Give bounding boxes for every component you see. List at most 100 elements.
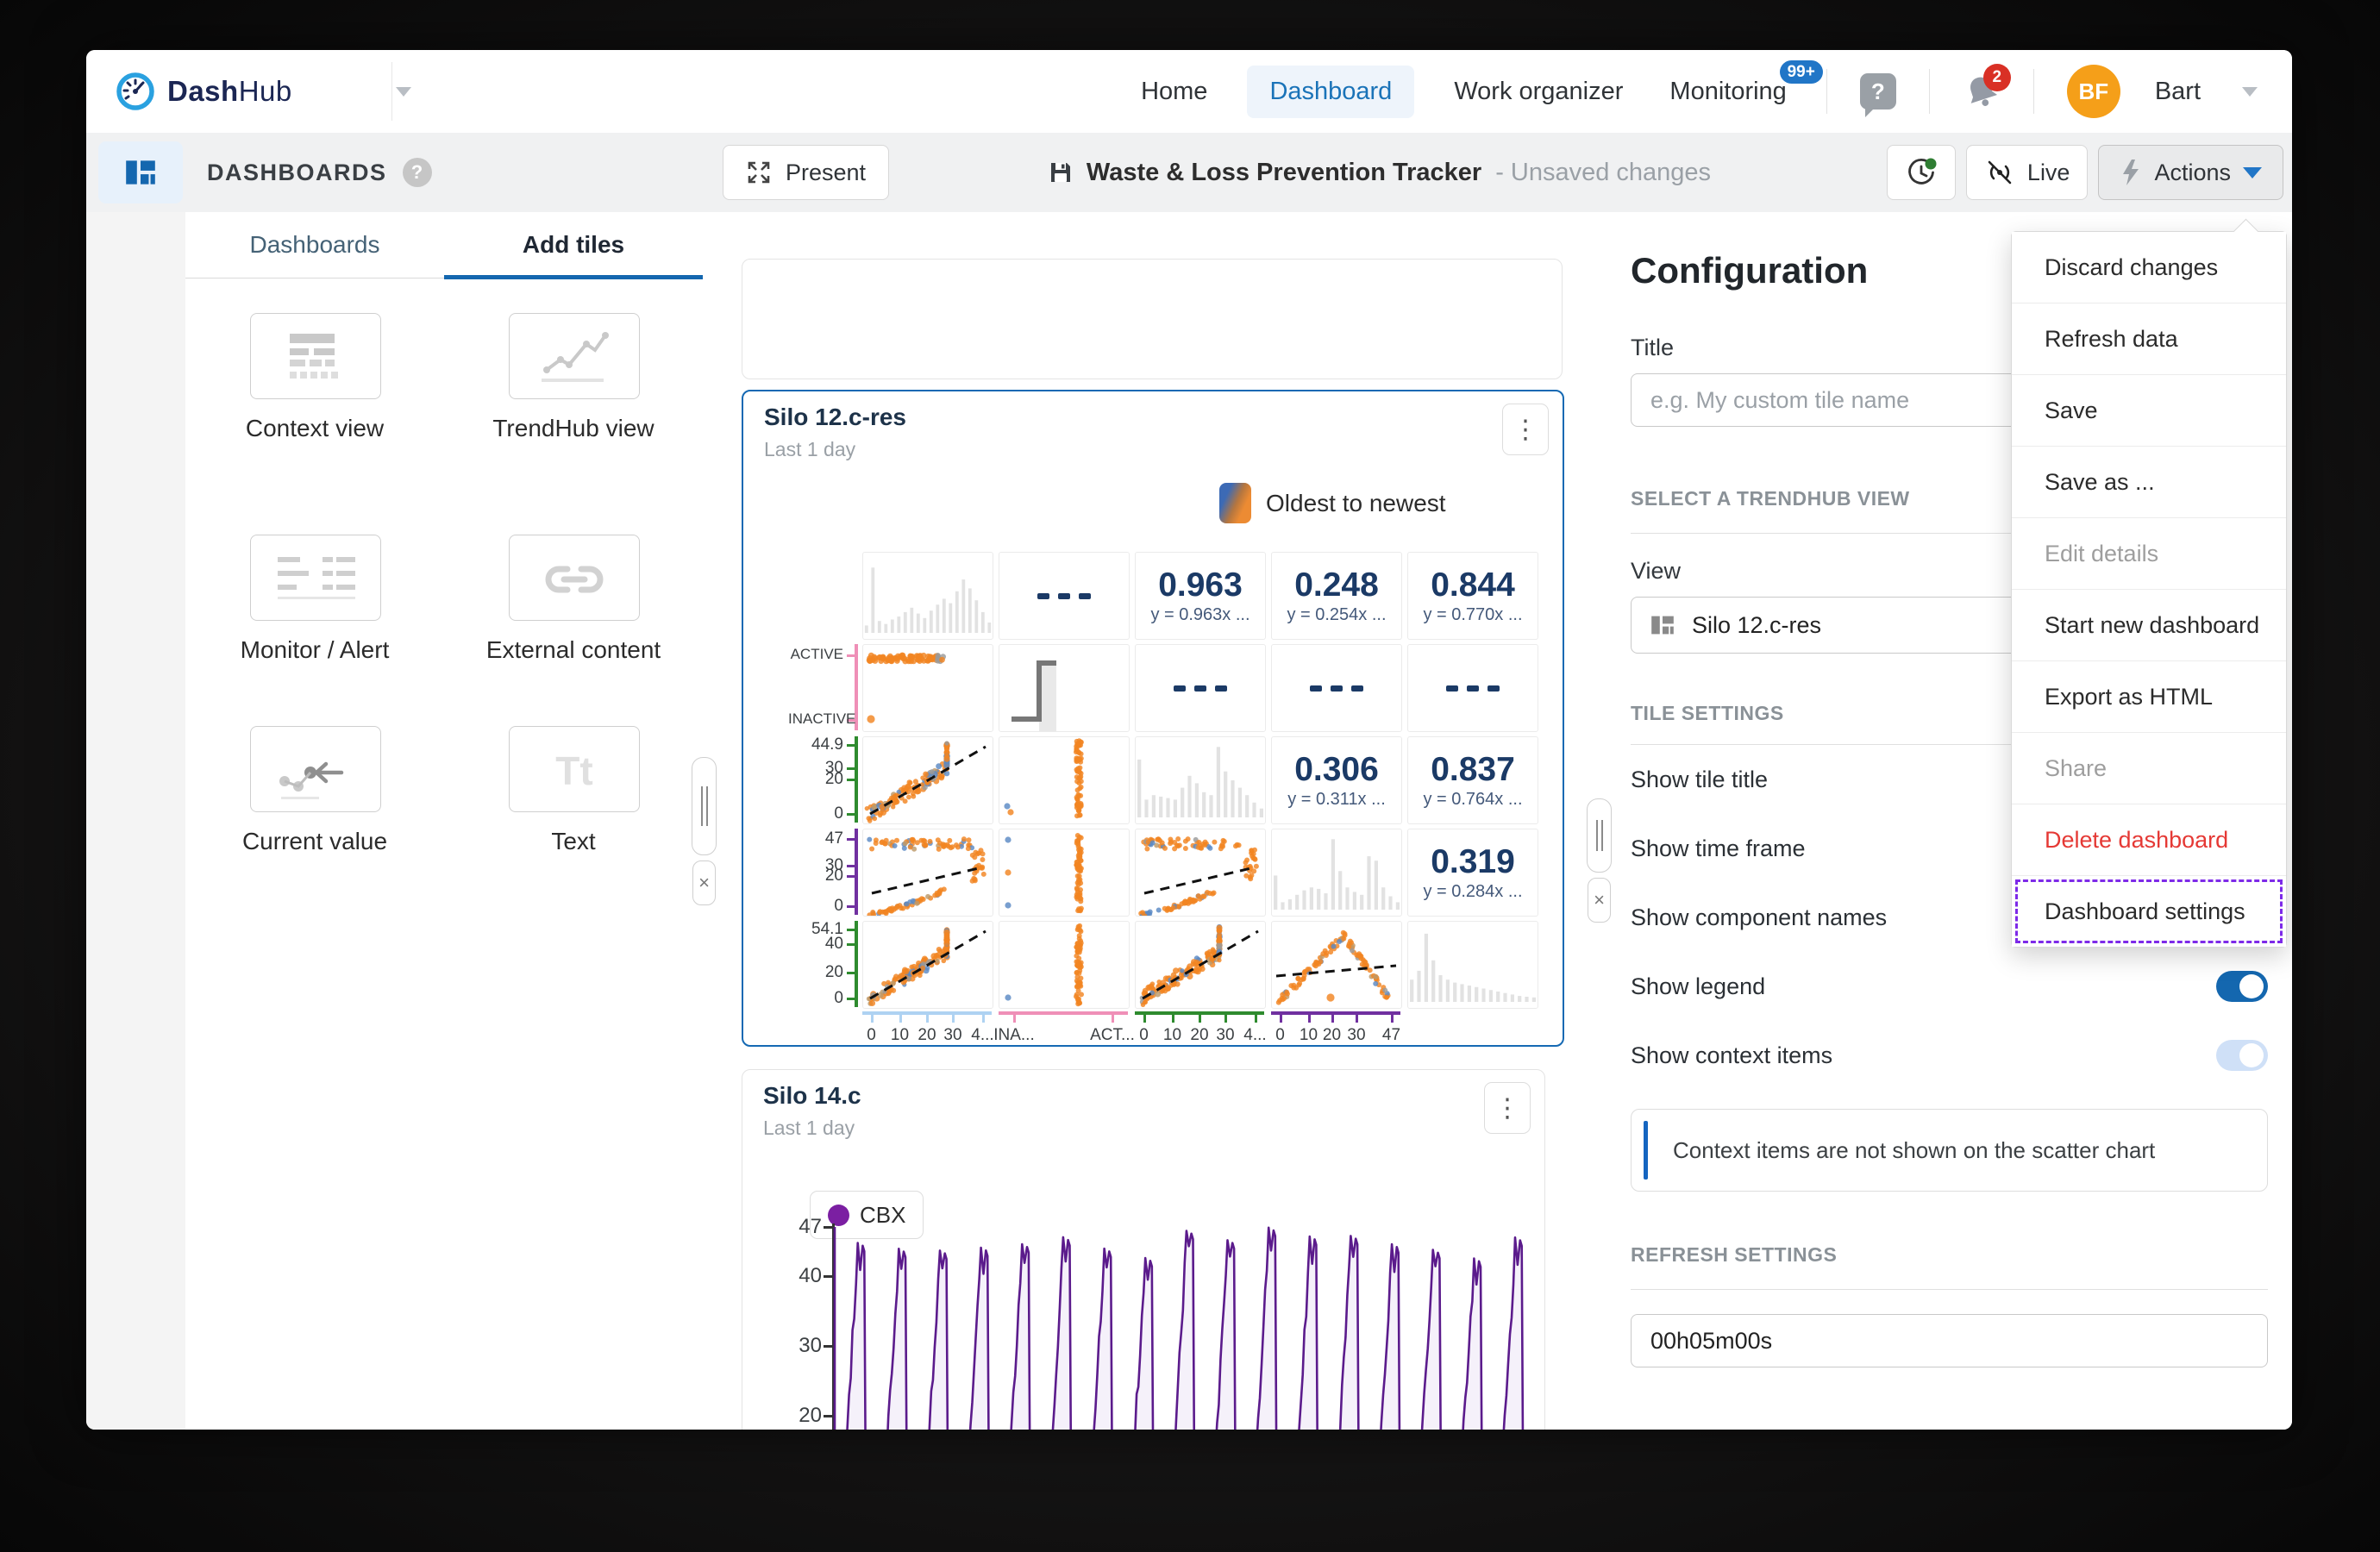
- config-splitter[interactable]: ×: [1587, 798, 1612, 923]
- avatar[interactable]: BF: [2067, 65, 2120, 118]
- menu-item-edit-details[interactable]: Edit details: [2012, 518, 2286, 590]
- refresh-interval-input[interactable]: [1631, 1314, 2268, 1367]
- tile-timeframe: Last 1 day: [764, 438, 855, 461]
- nav-divider: [1929, 69, 1930, 114]
- add-tile-text[interactable]: Tt: [509, 726, 640, 812]
- splitter-grip-icon[interactable]: [1587, 798, 1612, 873]
- nav-work-organizer[interactable]: Work organizer: [1447, 66, 1630, 118]
- line-y-label: 40: [774, 1264, 822, 1288]
- sidebar-splitter[interactable]: ×: [692, 757, 717, 905]
- context-view-icon: [255, 315, 376, 397]
- view-select-value: Silo 12.c-res: [1692, 612, 1821, 639]
- tile-silo-12-c-res[interactable]: Silo 12.c-res Last 1 day ⋮ Oldest to new…: [742, 390, 1564, 1047]
- monitoring-badge: 99+: [1780, 60, 1823, 84]
- no-correlation-cell: [1174, 685, 1227, 692]
- x-tick: [1013, 1015, 1016, 1023]
- x-tick: [1331, 1015, 1334, 1023]
- nav-home[interactable]: Home: [1134, 66, 1214, 118]
- tile-menu-button[interactable]: ⋮: [1502, 404, 1549, 455]
- menu-item-share[interactable]: Share: [2012, 733, 2286, 804]
- splom-cell-r4c1: [862, 829, 993, 917]
- x-axis: [1271, 1011, 1400, 1015]
- splom-cell-r5c2: [999, 921, 1130, 1009]
- actions-menu: Discard changesRefresh dataSaveSave as .…: [2011, 231, 2287, 948]
- menu-item-export-as-html[interactable]: Export as HTML: [2012, 661, 2286, 733]
- menu-item-refresh-data[interactable]: Refresh data: [2012, 304, 2286, 375]
- splom-cell-r3c5: 0.837y = 0.764x ...: [1407, 736, 1538, 824]
- tab-dashboards[interactable]: Dashboards: [185, 212, 444, 278]
- empty-tile[interactable]: [742, 259, 1563, 379]
- dashboards-help-icon[interactable]: ?: [403, 158, 432, 187]
- line-y-label: 20: [774, 1404, 822, 1428]
- x-tick: [899, 1015, 902, 1023]
- user-name[interactable]: Bart: [2155, 78, 2201, 106]
- correlation-cell: 0.319y = 0.284x ...: [1423, 843, 1522, 902]
- present-expand-icon: [746, 160, 772, 185]
- menu-item-delete-dashboard[interactable]: Delete dashboard: [2012, 804, 2286, 876]
- y-tick: [847, 838, 855, 841]
- notifications-button[interactable]: 2: [1963, 72, 2001, 110]
- tab-add-tiles[interactable]: Add tiles: [444, 212, 703, 278]
- setting-label: Show time frame: [1631, 835, 1806, 862]
- menu-item-save-as[interactable]: Save as ...: [2012, 447, 2286, 518]
- add-tile-label: Current value: [185, 828, 444, 855]
- user-menu-caret-icon[interactable]: [2242, 87, 2258, 97]
- dashboard-toolbar: DASHBOARDS ? Present Waste & Loss Preven…: [86, 133, 2292, 213]
- splitter-grip-icon[interactable]: [692, 757, 717, 855]
- scatter-matrix: 0.963y = 0.963x ...0.248y = 0.254x ...0.…: [862, 552, 1537, 1069]
- text-icon: Tt: [514, 728, 635, 810]
- add-tile-external-content[interactable]: [509, 535, 640, 621]
- add-tile-trendhub-view[interactable]: [509, 313, 640, 399]
- left-icon-rail: [86, 212, 186, 1430]
- divider: [1631, 1289, 2268, 1290]
- nav-divider: [1826, 69, 1827, 114]
- clock-icon: [1905, 156, 1938, 189]
- dashboard-canvas: Silo 12.c-res Last 1 day ⋮ Oldest to new…: [703, 212, 1600, 1430]
- y-tick: [847, 744, 855, 747]
- x-tick: [952, 1015, 955, 1023]
- setting-row: Show legend: [1631, 952, 2268, 1021]
- gradient-legend-label: Oldest to newest: [1266, 490, 1446, 517]
- nav-monitoring[interactable]: Monitoring99+: [1663, 66, 1793, 118]
- y-tick-label: 44.9: [788, 735, 843, 754]
- x-tick-label: 47: [1364, 1026, 1419, 1045]
- add-tile-context-view[interactable]: [250, 313, 381, 399]
- screenshot-frame: DashHub Home Dashboard Work organizer Mo…: [0, 0, 2380, 1552]
- help-button[interactable]: ?: [1860, 73, 1896, 110]
- nav-dashboard[interactable]: Dashboard: [1247, 66, 1414, 118]
- live-off-icon: [1984, 157, 2015, 188]
- y-tick: [847, 865, 855, 867]
- menu-item-save[interactable]: Save: [2012, 375, 2286, 447]
- menu-item-dashboard-settings[interactable]: Dashboard settings: [2012, 876, 2286, 947]
- y-tick-label: 20: [788, 770, 843, 789]
- toggle-show-legend[interactable]: [2216, 971, 2268, 1002]
- dashboard-grid-icon: [122, 154, 159, 191]
- actions-button[interactable]: Actions: [2098, 145, 2283, 200]
- add-tile-monitor-alert[interactable]: [250, 535, 381, 621]
- y-tick: [847, 813, 855, 816]
- splom-cell-r1c5: 0.844y = 0.770x ...: [1407, 552, 1538, 640]
- correlation-cell: 0.963y = 0.963x ...: [1150, 566, 1250, 625]
- tile-silo-14-c[interactable]: Silo 14.c Last 1 day ⋮ CBX 47403020: [742, 1069, 1545, 1430]
- dashboards-panel-button[interactable]: [98, 141, 183, 203]
- add-tile-label: TrendHub view: [444, 415, 703, 442]
- add-tile-current-value[interactable]: [250, 726, 381, 812]
- history-clock-button[interactable]: [1887, 145, 1956, 200]
- y-tick-label: 40: [788, 935, 843, 954]
- brand-caret-icon[interactable]: [396, 87, 411, 97]
- config-close-button[interactable]: ×: [1588, 878, 1611, 923]
- splom-cell-r3c4: 0.306y = 0.311x ...: [1271, 736, 1402, 824]
- y-tick-label: 20: [788, 963, 843, 982]
- splom-cell-r5c5: [1407, 921, 1538, 1009]
- present-button[interactable]: Present: [723, 145, 889, 200]
- splom-cell-r3c3: [1135, 736, 1266, 824]
- save-icon[interactable]: [1049, 160, 1073, 185]
- menu-item-start-new-dashboard[interactable]: Start new dashboard: [2012, 590, 2286, 661]
- menu-item-discard-changes[interactable]: Discard changes: [2012, 232, 2286, 304]
- brand[interactable]: DashHub: [116, 50, 411, 133]
- toggle-show-context-items[interactable]: [2216, 1040, 2268, 1071]
- live-button[interactable]: Live: [1966, 145, 2089, 200]
- setting-label: Show component names: [1631, 904, 1887, 931]
- sidebar-close-button[interactable]: ×: [692, 860, 716, 905]
- y-tick: [847, 875, 855, 878]
